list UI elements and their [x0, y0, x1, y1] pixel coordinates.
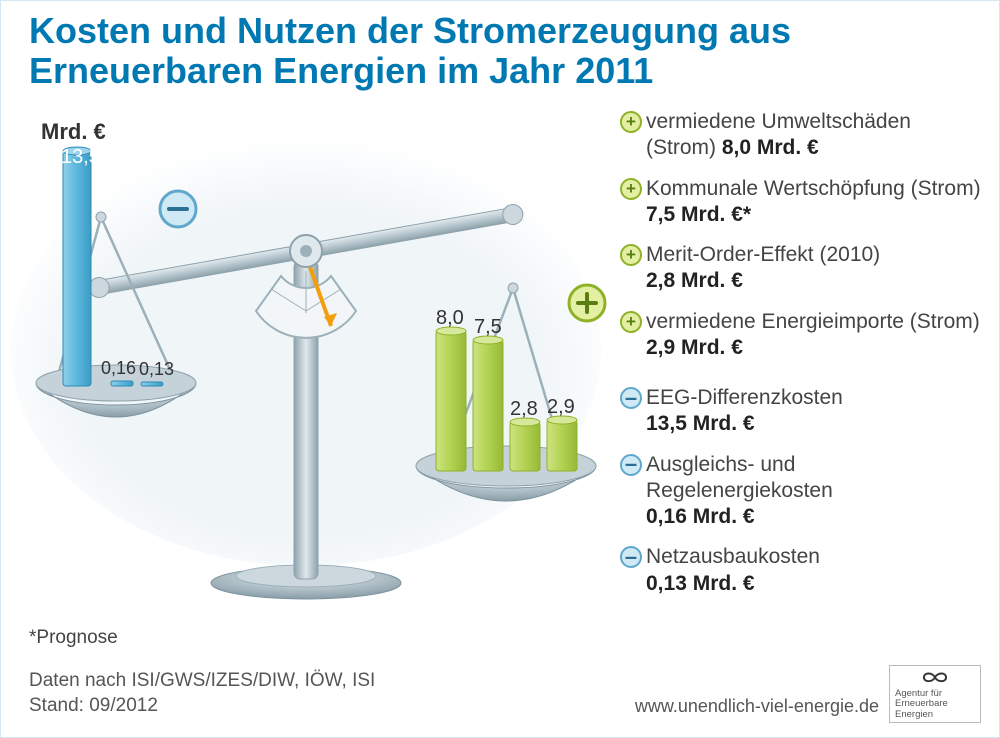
legend-text: Kommunale Wertschöpfung (Strom)	[646, 177, 981, 200]
legend: + vermiedene Umweltschäden (Strom) 8,0 M…	[616, 109, 981, 611]
infographic-root: Kosten und Nutzen der Stromerzeugung aus…	[0, 0, 1000, 738]
data-source: Daten nach ISI/GWS/IZES/DIW, IÖW, ISI	[29, 670, 375, 691]
benefit-bar-2-label: 7,5	[474, 316, 502, 339]
legend-value: 2,8 Mrd. €	[646, 269, 743, 292]
minus-icon: –	[620, 387, 642, 409]
cost-bar-2-label: 0,16	[101, 358, 136, 379]
legend-text: Merit-Order-Effekt (2010)	[646, 243, 880, 266]
agency-logo: Agentur für Erneuerbare Energien	[889, 665, 981, 723]
benefit-bar-3-label: 2,8	[510, 398, 538, 421]
cost-bar-3-label: 0,13	[139, 359, 174, 380]
page-title: Kosten und Nutzen der Stromerzeugung aus…	[29, 11, 971, 90]
plus-icon: +	[620, 111, 642, 133]
minus-badge	[160, 191, 196, 227]
balance-scale-diagram	[1, 121, 621, 621]
plus-icon: +	[620, 311, 642, 333]
legend-plus-3: + Merit-Order-Effekt (2010) 2,8 Mrd. €	[616, 242, 981, 295]
minus-icon: –	[620, 454, 642, 476]
legend-plus-4: + vermiedene Energieimporte (Strom) 2,9 …	[616, 309, 981, 362]
legend-plus-2: + Kommunale Wertschöpfung (Strom) 7,5 Mr…	[616, 176, 981, 229]
title-line1: Kosten und Nutzen der Stromerzeugung aus	[29, 10, 791, 51]
legend-text: EEG-Differenzkosten	[646, 386, 843, 409]
minus-icon: –	[620, 546, 642, 568]
legend-value: 2,9 Mrd. €	[646, 336, 743, 359]
logo-line: Agentur für	[895, 688, 942, 699]
benefit-bar-4-label: 2,9	[547, 396, 575, 419]
cost-bars	[63, 147, 163, 386]
legend-minus-1: – EEG-Differenzkosten 13,5 Mrd. €	[616, 385, 981, 438]
logo-line: Energien	[895, 709, 933, 720]
plus-badge	[569, 285, 605, 321]
legend-value: 8,0 Mrd. €	[722, 136, 819, 159]
legend-value: 0,16 Mrd. €	[646, 505, 755, 528]
legend-text: Netzausbaukosten	[646, 545, 820, 568]
stand-date: Stand: 09/2012	[29, 695, 158, 716]
plus-icon: +	[620, 244, 642, 266]
benefit-bar-1-label: 8,0	[436, 307, 464, 330]
logo-line: Erneuerbare	[895, 698, 948, 709]
plus-icon: +	[620, 178, 642, 200]
footer: Daten nach ISI/GWS/IZES/DIW, IÖW, ISI St…	[29, 668, 375, 719]
title-line2: Erneuerbaren Energien im Jahr 2011	[29, 50, 653, 91]
infinity-icon	[910, 668, 960, 687]
legend-minus-2: – Ausgleichs- und Regelenergiekosten 0,1…	[616, 452, 981, 531]
source-url: www.unendlich-viel-energie.de	[635, 696, 879, 717]
legend-value: 0,13 Mrd. €	[646, 572, 755, 595]
legend-plus-1: + vermiedene Umweltschäden (Strom) 8,0 M…	[616, 109, 981, 162]
prognose-note: *Prognose	[29, 627, 118, 649]
legend-minus-3: – Netzausbaukosten 0,13 Mrd. €	[616, 544, 981, 597]
legend-value: 13,5 Mrd. €	[646, 412, 755, 435]
legend-value: 7,5 Mrd. €*	[646, 203, 751, 226]
cost-bar-1-label: 13,5	[61, 146, 100, 169]
legend-text: Ausgleichs- und Regelenergiekosten	[646, 453, 833, 502]
legend-text: vermiedene Energieimporte (Strom)	[646, 310, 980, 333]
